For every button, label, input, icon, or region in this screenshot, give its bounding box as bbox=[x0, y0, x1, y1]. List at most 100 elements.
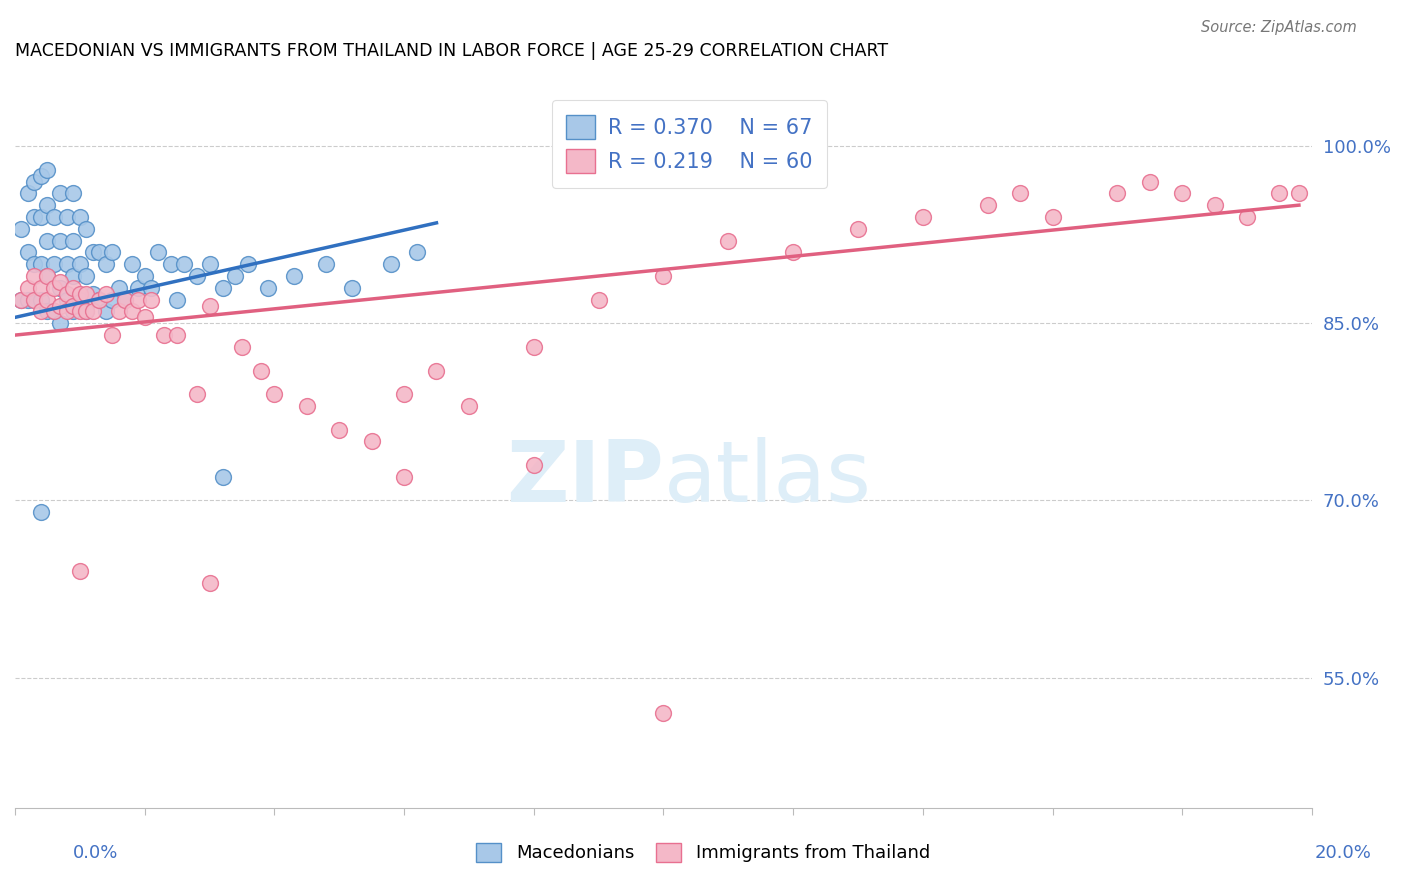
Point bbox=[30, 304, 52, 318]
Point bbox=[24, 293, 46, 307]
Point bbox=[101, 245, 124, 260]
Point bbox=[42, 304, 65, 318]
Point bbox=[37, 293, 59, 307]
Point bbox=[75, 304, 97, 318]
Point bbox=[846, 221, 869, 235]
Point bbox=[146, 245, 169, 260]
Point bbox=[24, 268, 46, 283]
Point bbox=[717, 234, 740, 248]
Point bbox=[56, 286, 79, 301]
Text: ZIP: ZIP bbox=[506, 436, 664, 519]
Point bbox=[166, 328, 188, 343]
Point bbox=[30, 210, 52, 224]
Point bbox=[69, 304, 91, 318]
Point bbox=[458, 399, 481, 413]
Point bbox=[1204, 198, 1226, 212]
Point bbox=[186, 387, 208, 401]
Point bbox=[186, 268, 208, 283]
Point bbox=[107, 304, 129, 318]
Point bbox=[283, 268, 305, 283]
Point bbox=[211, 470, 233, 484]
Point bbox=[224, 268, 246, 283]
Point bbox=[166, 293, 188, 307]
Point bbox=[141, 281, 163, 295]
Point bbox=[75, 286, 97, 301]
Point bbox=[141, 293, 163, 307]
Point bbox=[17, 281, 39, 295]
Point bbox=[69, 565, 91, 579]
Point bbox=[121, 257, 143, 271]
Point bbox=[523, 340, 546, 354]
Point bbox=[1010, 186, 1032, 201]
Legend: Macedonians, Immigrants from Thailand: Macedonians, Immigrants from Thailand bbox=[470, 836, 936, 870]
Point bbox=[30, 257, 52, 271]
Point bbox=[159, 257, 181, 271]
Point bbox=[782, 245, 804, 260]
Point bbox=[42, 257, 65, 271]
Point bbox=[588, 293, 610, 307]
Point bbox=[340, 281, 363, 295]
Point bbox=[42, 281, 65, 295]
Point bbox=[75, 304, 97, 318]
Point bbox=[107, 281, 129, 295]
Point bbox=[1107, 186, 1129, 201]
Point bbox=[56, 257, 79, 271]
Point bbox=[24, 293, 46, 307]
Point bbox=[69, 210, 91, 224]
Text: MACEDONIAN VS IMMIGRANTS FROM THAILAND IN LABOR FORCE | AGE 25-29 CORRELATION CH: MACEDONIAN VS IMMIGRANTS FROM THAILAND I… bbox=[15, 42, 889, 60]
Point bbox=[17, 245, 39, 260]
Point bbox=[37, 268, 59, 283]
Point bbox=[127, 281, 149, 295]
Point bbox=[56, 210, 79, 224]
Point bbox=[62, 281, 84, 295]
Point bbox=[49, 234, 72, 248]
Point bbox=[62, 234, 84, 248]
Point bbox=[360, 434, 382, 449]
Point bbox=[56, 293, 79, 307]
Point bbox=[75, 268, 97, 283]
Point bbox=[49, 275, 72, 289]
Point bbox=[82, 245, 104, 260]
Text: Source: ZipAtlas.com: Source: ZipAtlas.com bbox=[1201, 20, 1357, 35]
Point bbox=[89, 245, 111, 260]
Point bbox=[24, 175, 46, 189]
Point bbox=[114, 293, 136, 307]
Point bbox=[75, 221, 97, 235]
Point bbox=[69, 286, 91, 301]
Point bbox=[101, 328, 124, 343]
Point bbox=[1042, 210, 1064, 224]
Text: 0.0%: 0.0% bbox=[73, 844, 118, 862]
Point bbox=[37, 304, 59, 318]
Point bbox=[198, 299, 221, 313]
Point bbox=[250, 363, 273, 377]
Point bbox=[198, 257, 221, 271]
Point bbox=[127, 293, 149, 307]
Point bbox=[49, 281, 72, 295]
Point bbox=[42, 304, 65, 318]
Point bbox=[134, 310, 156, 325]
Text: atlas: atlas bbox=[664, 436, 872, 519]
Point bbox=[30, 169, 52, 183]
Point bbox=[69, 257, 91, 271]
Point bbox=[295, 399, 318, 413]
Point bbox=[1139, 175, 1161, 189]
Point bbox=[392, 470, 415, 484]
Point bbox=[49, 316, 72, 330]
Point bbox=[380, 257, 402, 271]
Point bbox=[89, 293, 111, 307]
Point bbox=[10, 293, 32, 307]
Point bbox=[17, 293, 39, 307]
Point bbox=[24, 210, 46, 224]
Point bbox=[56, 304, 79, 318]
Point bbox=[198, 576, 221, 591]
Point bbox=[62, 304, 84, 318]
Point bbox=[1268, 186, 1291, 201]
Point bbox=[10, 221, 32, 235]
Point bbox=[315, 257, 337, 271]
Point bbox=[82, 286, 104, 301]
Point bbox=[49, 299, 72, 313]
Point bbox=[263, 387, 285, 401]
Point bbox=[1288, 186, 1310, 201]
Point bbox=[62, 299, 84, 313]
Point bbox=[69, 293, 91, 307]
